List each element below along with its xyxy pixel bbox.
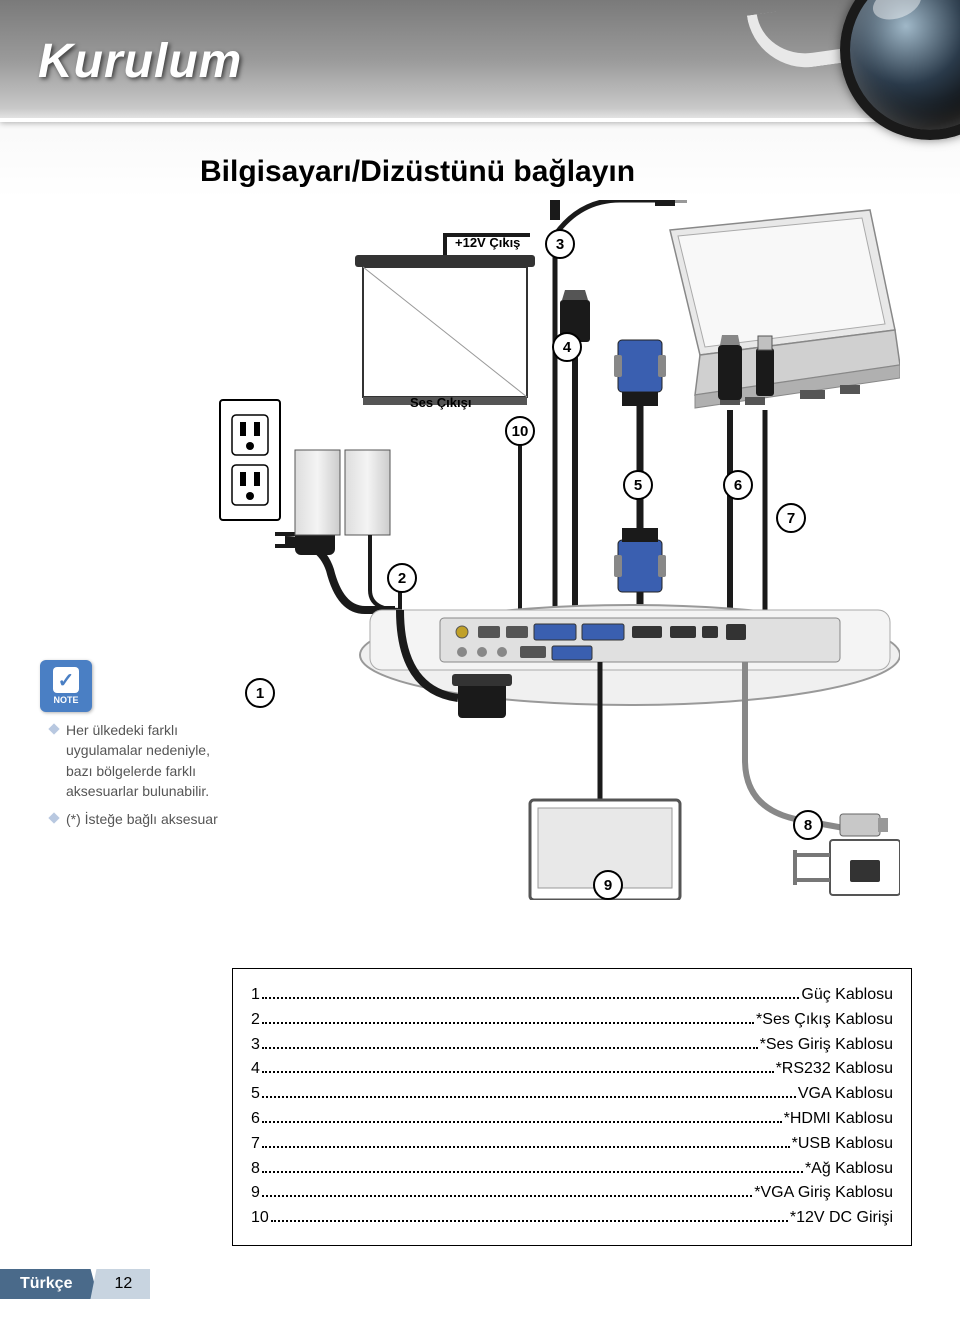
note-badge-label: NOTE	[53, 695, 78, 705]
page: Kurulum Bilgisayarı/Dizüstünü bağlayın ✓…	[0, 0, 960, 1327]
cable-row: 7*USB Kablosu	[251, 1132, 893, 1157]
cable-row: 4*RS232 Kablosu	[251, 1057, 893, 1082]
dc-cable-icon	[515, 430, 525, 620]
usb-cable-icon	[756, 336, 774, 620]
note-item-text: (*) İsteğe bağlı aksesuar	[66, 809, 218, 829]
cable-row: 6*HDMI Kablosu	[251, 1107, 893, 1132]
wall-outlet-icon	[220, 400, 280, 520]
cable-list: 1Güç Kablosu 2*Ses Çıkış Kablosu 3*Ses G…	[232, 968, 912, 1246]
chapter-title: Kurulum	[38, 34, 242, 89]
power-plug-icon	[275, 525, 395, 610]
cable-row: 5VGA Kablosu	[251, 1082, 893, 1107]
footer-page: 12	[90, 1269, 150, 1299]
callout-7: 7	[776, 503, 806, 533]
cable-row: 8*Ağ Kablosu	[251, 1157, 893, 1182]
cable-row: 3*Ses Giriş Kablosu	[251, 1033, 893, 1058]
callout-6: 6	[723, 470, 753, 500]
cable-row: 2*Ses Çıkış Kablosu	[251, 1008, 893, 1033]
diamond-icon	[48, 723, 59, 734]
projector-icon	[360, 605, 900, 718]
note-text: Her ülkedeki farklı uygulamalar nedeniyl…	[50, 720, 225, 837]
footer-lang: Türkçe	[0, 1269, 98, 1299]
diamond-icon	[48, 813, 59, 824]
cable-row: 1Güç Kablosu	[251, 983, 893, 1008]
callout-5: 5	[623, 470, 653, 500]
callout-2: 2	[387, 563, 417, 593]
lens-decoration	[760, 0, 960, 220]
note-item: (*) İsteğe bağlı aksesuar	[50, 809, 225, 829]
callout-8: 8	[793, 810, 823, 840]
cable-row: 10*12V DC Girişi	[251, 1206, 893, 1231]
note-badge: ✓ NOTE	[40, 660, 92, 712]
check-icon: ✓	[53, 667, 79, 693]
note-item: Her ülkedeki farklı uygulamalar nedeniyl…	[50, 720, 225, 801]
laptop-icon	[670, 210, 900, 408]
callout-4: 4	[552, 332, 582, 362]
section-title: Bilgisayarı/Dizüstünü bağlayın	[200, 155, 635, 189]
speakers-icon	[295, 450, 390, 535]
callout-9: 9	[593, 870, 623, 900]
cable-row: 9*VGA Giriş Kablosu	[251, 1181, 893, 1206]
footer: Türkçe 12	[0, 1269, 150, 1299]
callout-3: 3	[545, 229, 575, 259]
projection-screen-icon	[355, 255, 535, 405]
label-audio-out: Ses Çıkışı	[410, 395, 471, 410]
label-12v: +12V Çıkış	[455, 235, 520, 250]
callout-1: 1	[245, 678, 275, 708]
callout-10: 10	[505, 416, 535, 446]
connection-diagram	[200, 200, 900, 900]
network-jack-icon	[795, 840, 900, 895]
